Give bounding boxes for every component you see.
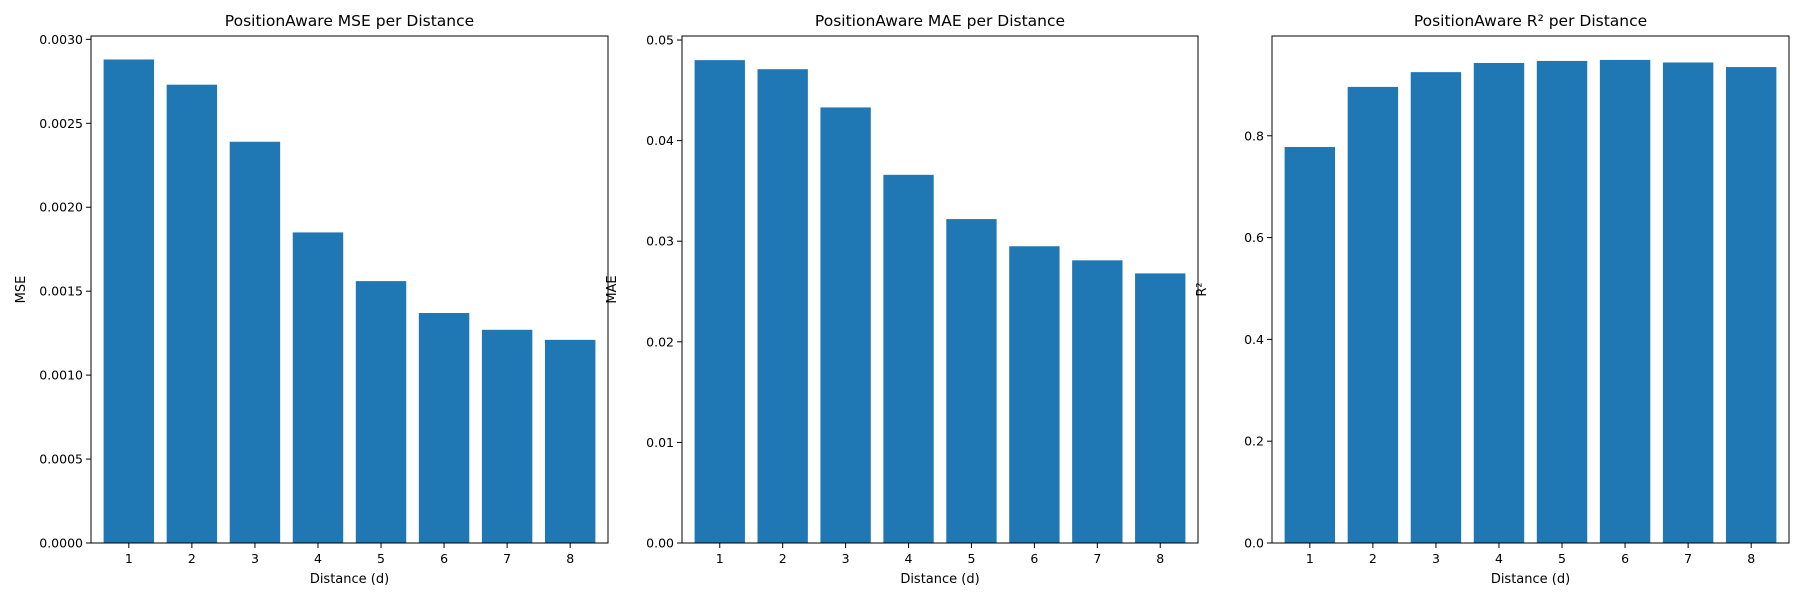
y-tick-label: 0.00 <box>646 536 674 551</box>
chart-panel-3: 1 2 3 4 5 6 7 8 0.0 0.2 0.4 0.6 0.8 PositionAware R² … <box>1195 12 1790 587</box>
y-tick-label: 0.0025 <box>39 116 83 131</box>
x-tick-label: 2 <box>779 551 787 566</box>
chart-title: PositionAware MSE per Distance <box>225 12 474 30</box>
x-tick-label: 2 <box>1369 551 1377 566</box>
bar-6[interactable] <box>1009 246 1060 544</box>
bar-5[interactable] <box>1536 60 1588 543</box>
y-tick-label: 0.02 <box>646 334 674 349</box>
y-axis-label: MAE <box>605 275 620 303</box>
bar-3[interactable] <box>820 107 871 544</box>
bar-8[interactable] <box>1725 67 1777 544</box>
y-tick-label: 0.4 <box>1244 332 1264 347</box>
y-tick-label: 0.0005 <box>39 452 83 467</box>
x-axis-label: Distance (d) <box>900 572 979 587</box>
x-axis-label: Distance (d) <box>310 572 389 587</box>
y-tick-label: 0.03 <box>646 234 674 249</box>
bar-8[interactable] <box>544 339 596 543</box>
x-tick-label: 1 <box>1306 551 1314 566</box>
plot-frame <box>1271 35 1790 544</box>
x-tick-label: 8 <box>1156 551 1164 566</box>
chart-title: PositionAware MAE per Distance <box>815 12 1065 30</box>
x-tick-label: 5 <box>377 551 385 566</box>
bar-2[interactable] <box>166 84 218 543</box>
bar-1[interactable] <box>103 59 155 544</box>
y-axis-label: MSE <box>14 276 29 304</box>
bar-1[interactable] <box>694 60 745 543</box>
bar-7[interactable] <box>481 329 533 543</box>
bar-4[interactable] <box>1473 62 1525 543</box>
x-tick-label: 7 <box>1093 551 1101 566</box>
bar-2[interactable] <box>757 69 808 543</box>
x-axis-label: Distance (d) <box>1491 572 1570 587</box>
x-tick-label: 1 <box>716 551 724 566</box>
bar-2[interactable] <box>1347 86 1399 544</box>
x-tick-label: 7 <box>503 551 511 566</box>
bar-6[interactable] <box>418 313 470 543</box>
x-tick-label: 4 <box>1495 551 1503 566</box>
y-tick-label: 0.01 <box>646 435 674 450</box>
y-tick-label: 0.2 <box>1244 434 1264 449</box>
y-tick-label: 0.0000 <box>39 536 83 551</box>
x-tick-label: 2 <box>188 551 196 566</box>
x-tick-label: 1 <box>125 551 133 566</box>
x-tick-label: 4 <box>314 551 322 566</box>
x-tick-label: 5 <box>967 551 975 566</box>
bar-4[interactable] <box>292 232 344 544</box>
y-tick-label: 0.05 <box>646 33 674 48</box>
x-tick-label: 4 <box>905 551 913 566</box>
y-axis-label: R² <box>1195 282 1210 296</box>
y-tick-label: 0.0030 <box>39 32 83 47</box>
chart-title: PositionAware R² per Distance <box>1414 12 1647 30</box>
y-tick-label: 0.0010 <box>39 368 83 383</box>
x-tick-label: 8 <box>1747 551 1755 566</box>
bar-8[interactable] <box>1135 273 1186 543</box>
bar-5[interactable] <box>355 281 407 543</box>
chart-panel-1: 1 2 3 4 5 6 7 8 0.0000 0.0005 0.0010 0.0015 0.0020 0.… <box>14 12 609 587</box>
plot-frame <box>90 35 609 544</box>
y-tick-label: 0.0020 <box>39 200 83 215</box>
x-tick-label: 6 <box>1030 551 1038 566</box>
plot-frame <box>681 35 1199 544</box>
bar-4[interactable] <box>883 174 934 543</box>
x-tick-label: 6 <box>1621 551 1629 566</box>
bar-6[interactable] <box>1599 59 1651 544</box>
x-tick-label: 3 <box>251 551 259 566</box>
bar-3[interactable] <box>1410 72 1462 543</box>
bar-5[interactable] <box>946 219 997 543</box>
x-tick-label: 3 <box>842 551 850 566</box>
x-tick-label: 6 <box>440 551 448 566</box>
x-tick-label: 7 <box>1684 551 1692 566</box>
chart-panel-2: 1 2 3 4 5 6 7 8 0.00 0.01 0.02 0.03 0.04 0.05 Position… <box>605 12 1199 587</box>
y-tick-label: 0.6 <box>1244 230 1264 245</box>
x-tick-label: 3 <box>1432 551 1440 566</box>
y-tick-label: 0.04 <box>646 133 674 148</box>
bar-3[interactable] <box>229 141 281 543</box>
y-tick-label: 0.0 <box>1244 536 1264 551</box>
x-tick-label: 8 <box>566 551 574 566</box>
y-tick-label: 0.0015 <box>39 284 83 299</box>
x-tick-label: 5 <box>1558 551 1566 566</box>
y-tick-label: 0.8 <box>1244 128 1264 143</box>
bar-7[interactable] <box>1072 260 1123 543</box>
bar-1[interactable] <box>1284 146 1336 543</box>
bar-7[interactable] <box>1662 62 1714 543</box>
